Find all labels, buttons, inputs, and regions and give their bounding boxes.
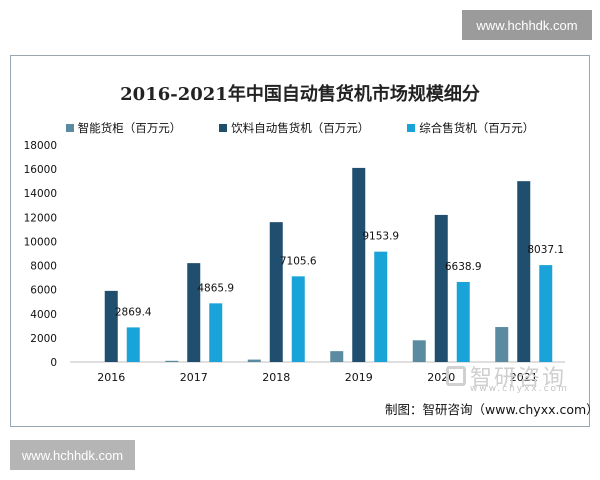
legend-swatch (65, 124, 74, 132)
legend-item-beverage-machine: 饮料自动售货机（百万元） (219, 120, 369, 136)
data-label: 4865.9 (197, 282, 234, 294)
bar (165, 360, 179, 362)
watermark-bottom: www.hchhdk.com (10, 440, 135, 470)
y-tick-label: 4000 (30, 309, 57, 321)
bar (495, 327, 509, 362)
bar (456, 281, 470, 362)
bar (539, 265, 553, 362)
data-label: 7105.6 (280, 255, 317, 267)
data-label: 8037.1 (527, 244, 564, 256)
bar (291, 276, 305, 362)
chart-frame (10, 55, 590, 427)
x-tick-label: 2018 (262, 371, 290, 384)
brand-logo-name: 智研咨询 (470, 366, 567, 391)
bar (352, 167, 366, 362)
legend-label: 综合售货机（百万元） (419, 121, 535, 135)
y-tick-label: 2000 (30, 333, 57, 345)
bar (412, 340, 426, 362)
bar (247, 359, 261, 362)
bar (374, 251, 388, 362)
y-tick-label: 16000 (24, 164, 57, 176)
x-tick-label: 2017 (180, 371, 208, 384)
y-tick-label: 8000 (30, 261, 57, 273)
bar (434, 214, 448, 362)
bar (269, 222, 283, 362)
bar (330, 351, 344, 362)
x-tick-label: 2021 (510, 371, 538, 384)
chart-legend: 智能货柜（百万元） 饮料自动售货机（百万元） 综合售货机（百万元） (0, 120, 600, 136)
source-credit: 制图：智研咨询（www.chyxx.com） (385, 402, 599, 417)
y-tick-label: 10000 (24, 236, 57, 248)
bar (209, 303, 223, 362)
y-tick-label: 0 (50, 357, 57, 369)
y-tick-label: 6000 (30, 285, 57, 297)
x-tick-label: 2019 (345, 371, 373, 384)
data-label: 9153.9 (362, 231, 399, 243)
legend-label: 智能货柜（百万元） (77, 121, 182, 135)
legend-item-combo-machine: 综合售货机（百万元） (407, 120, 534, 136)
bar (187, 263, 201, 362)
legend-swatch (219, 124, 228, 132)
brand-logo: 智研咨询 (446, 360, 566, 392)
bar (104, 290, 118, 362)
data-label: 2869.4 (115, 306, 152, 318)
data-label: 6638.9 (445, 261, 482, 273)
brand-logo-icon (446, 366, 466, 386)
bar (517, 181, 531, 362)
legend-item-smart-cabinet: 智能货柜（百万元） (65, 120, 182, 136)
y-tick-label: 12000 (24, 212, 57, 224)
watermark-top: www.hchhdk.com (462, 10, 592, 40)
legend-swatch (407, 124, 416, 132)
chart-title: 2016-2021年中国自动售货机市场规模细分 (120, 84, 480, 105)
y-tick-label: 14000 (24, 188, 57, 200)
brand-logo-url: www.chyxx.com (470, 384, 569, 394)
bar (126, 327, 140, 362)
y-tick-label: 18000 (24, 140, 57, 152)
x-tick-label: 2016 (97, 371, 125, 384)
legend-label: 饮料自动售货机（百万元） (231, 121, 370, 135)
